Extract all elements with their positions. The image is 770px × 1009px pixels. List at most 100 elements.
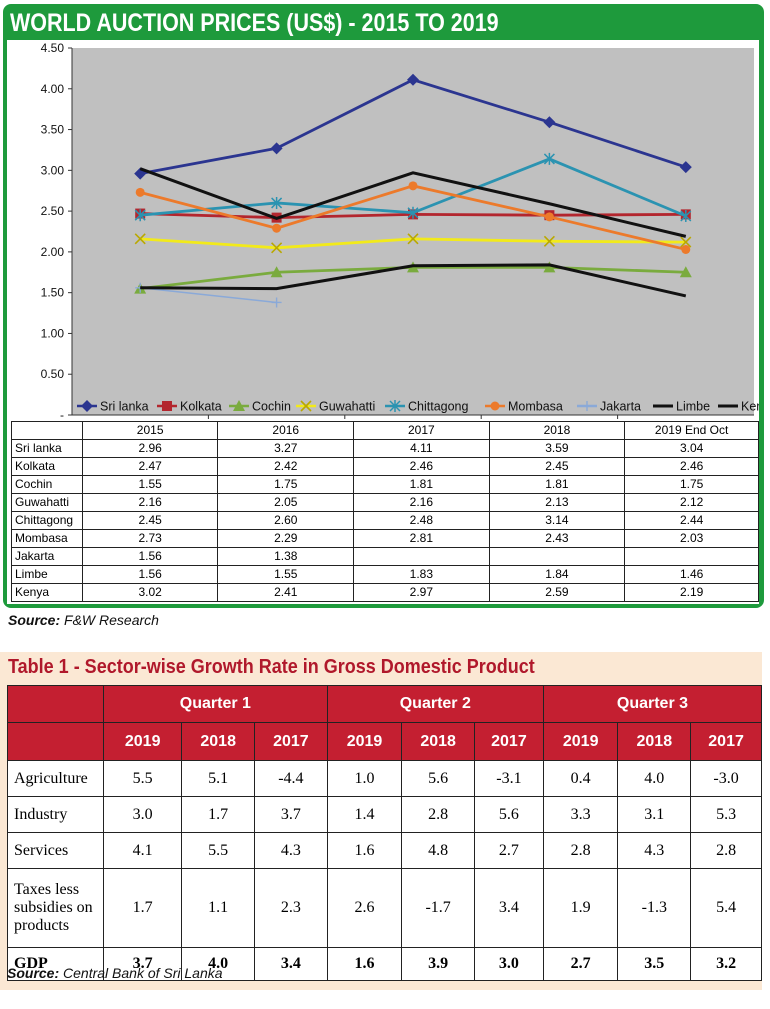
gdp-source: Source: Central Bank of Sri Lanka — [7, 965, 223, 981]
y-tick-label: 3.00 — [41, 163, 65, 177]
table-row: Kenya 3.02 2.41 2.97 2.59 2.19 — [11, 583, 759, 602]
data-label — [353, 547, 490, 566]
cell-value: -1.3 — [617, 868, 692, 948]
data-label: 1.83 — [353, 565, 490, 584]
series-label: Kenya — [11, 583, 83, 602]
data-label: 2.47 — [81, 457, 219, 476]
cell-value: -4.4 — [254, 760, 328, 797]
corner-cell — [6, 685, 105, 723]
table-row: Cochin 1.55 1.75 1.81 1.81 1.75 — [11, 475, 759, 494]
legend-item: Mombasa — [485, 400, 563, 414]
row-label: GDP — [6, 947, 105, 981]
cell-value: 5.5 — [103, 760, 183, 797]
year-header: 2018 — [401, 722, 475, 761]
plot-background — [72, 48, 754, 415]
quarter-header: Quarter 3 — [542, 685, 763, 723]
cell-value: 5.3 — [690, 796, 762, 833]
data-point — [680, 210, 692, 223]
data-label: 2.73 — [81, 529, 219, 548]
data-label: 1.81 — [488, 475, 626, 494]
data-point — [543, 261, 556, 273]
cell-value: 1.1 — [181, 868, 256, 948]
series-line — [140, 263, 687, 298]
gdp-source-text: Central Bank of Sri Lanka — [59, 965, 223, 981]
cell-value: 4.0 — [181, 947, 256, 981]
y-tick-label: 4.50 — [41, 41, 65, 55]
row-label: Industry — [6, 796, 105, 833]
data-point — [681, 244, 691, 254]
cell-value: 4.8 — [401, 832, 475, 869]
legend-label: Sri lanka — [100, 400, 149, 414]
cell-value: 2.3 — [254, 868, 328, 948]
chart-source-text: F&W Research — [60, 612, 159, 628]
corner-cell — [6, 722, 105, 761]
cell-value: 4.0 — [617, 760, 692, 797]
data-label: 2.16 — [81, 493, 219, 512]
data-point — [233, 400, 245, 411]
cell-value: 2.8 — [690, 832, 762, 869]
series-label: Jakarta — [11, 547, 83, 566]
data-point — [407, 206, 419, 219]
data-label: 2.48 — [353, 511, 490, 530]
data-label: 2.81 — [353, 529, 490, 548]
cell-value: 3.1 — [617, 796, 692, 833]
gdp-table: Quarter 1 Quarter 2 Quarter 3 2019 2018 20… — [6, 685, 763, 981]
y-tick-label: 1.00 — [41, 326, 65, 340]
data-label: 2.19 — [624, 583, 759, 602]
data-point — [134, 233, 146, 245]
data-point — [81, 400, 93, 412]
data-point — [271, 242, 283, 254]
table-row: Limbe 1.56 1.55 1.83 1.84 1.46 — [11, 565, 759, 584]
data-label: 1.84 — [488, 565, 626, 584]
data-label: 2.46 — [353, 457, 490, 476]
y-tick-label: 4.00 — [41, 82, 65, 96]
legend-label: Guwahatti — [319, 400, 375, 414]
year-header: 2018 — [617, 722, 692, 761]
cell-value: 1.9 — [542, 868, 619, 948]
row-label: Services — [6, 832, 105, 869]
legend-label: Kolkata — [180, 400, 222, 414]
series-kenya — [139, 167, 687, 238]
legend-label: Mombasa — [508, 400, 563, 414]
cell-value: 3.7 — [254, 796, 328, 833]
cell-value: 1.7 — [103, 868, 183, 948]
data-label — [488, 547, 626, 566]
gdp-table-panel: Table 1 - Sector-wise Growth Rate in Gro… — [0, 652, 763, 990]
data-point — [408, 181, 418, 191]
legend-item: Chittagong — [385, 400, 469, 414]
legend-item: Jakarta — [577, 400, 641, 414]
table-row: Jakarta 1.56 1.38 — [11, 547, 759, 566]
cell-value: 5.6 — [473, 796, 544, 833]
data-label: 2.45 — [81, 511, 219, 530]
data-point — [270, 266, 283, 278]
series-limbe — [140, 263, 687, 298]
cell-value: -3.0 — [690, 760, 762, 797]
legend-item: Guwahatti — [296, 400, 375, 414]
cell-value: 3.4 — [254, 947, 328, 981]
legend-item: Limbe — [653, 400, 710, 414]
cell-value: -3.1 — [473, 760, 544, 797]
series-line — [139, 167, 687, 238]
y-tick-label: 0.50 — [41, 367, 65, 381]
legend-item: Kenya — [718, 400, 759, 414]
quarter-header: Quarter 1 — [103, 685, 328, 723]
data-point — [544, 212, 554, 222]
data-label: 1.56 — [81, 547, 219, 566]
data-point — [543, 152, 555, 165]
row-label: Taxes less subsidies on products — [6, 868, 105, 948]
y-tick-label: 3.50 — [41, 123, 65, 137]
table-row: Mombasa 2.73 2.29 2.81 2.43 2.03 — [11, 529, 759, 548]
table-row: Chittagong 2.45 2.60 2.48 3.14 2.44 — [11, 511, 759, 530]
quarter-header: Quarter 2 — [326, 685, 544, 723]
data-point — [582, 401, 592, 411]
year-header: 2018 — [181, 722, 256, 761]
cell-value: 1.4 — [326, 796, 403, 833]
data-label: 2.44 — [624, 511, 759, 530]
cell-value: 2.6 — [326, 868, 403, 948]
data-point — [407, 233, 419, 245]
table-row: Sri lanka 2.96 3.27 4.11 3.59 3.04 — [11, 439, 759, 458]
y-tick-label: 2.00 — [41, 245, 65, 259]
data-label: 3.14 — [488, 511, 626, 530]
data-label: 3.27 — [217, 439, 355, 458]
data-label: 2.96 — [81, 439, 219, 458]
